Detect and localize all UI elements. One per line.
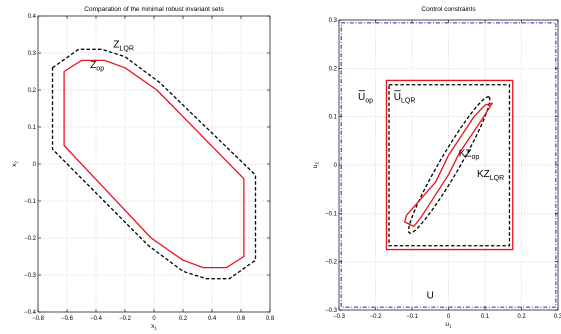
left-chart-y-axis-label: x2 — [11, 161, 19, 167]
right-x-tick-label: 0.2 — [517, 314, 526, 320]
left-x-tick-label: 0.8 — [266, 316, 275, 322]
right-annotation-2: KZop — [459, 148, 480, 161]
right-annotation-4: U — [427, 290, 434, 301]
left-x-tick-label: 0.2 — [179, 316, 188, 322]
left-chart-invariant-sets: Comparation of the minimal robust invari… — [11, 6, 275, 331]
left-y-tick-label: 0.2 — [28, 88, 37, 94]
right-series-4 — [404, 102, 493, 228]
left-y-tick-label: −0.1 — [24, 199, 37, 205]
right-chart-y-axis-label: u2 — [312, 161, 320, 168]
left-y-tick-label: −0.2 — [24, 236, 37, 242]
left-y-tick-label: −0.4 — [24, 310, 37, 316]
left-chart-annotations: ZLQR Zop — [90, 39, 134, 72]
left-chart-title: Comparation of the minimal robust invari… — [84, 6, 224, 13]
right-series-3 — [407, 96, 491, 234]
left-chart-x-axis-label: x1 — [151, 323, 157, 331]
right-y-tick-label: −0.3 — [325, 308, 338, 314]
left-y-tick-label: 0.3 — [28, 51, 37, 57]
right-annotation-0: Uop — [358, 92, 373, 105]
left-chart-grid — [38, 16, 270, 312]
right-y-tick-label: 0 — [334, 163, 338, 169]
right-chart-annotations: Uop ULQR KZop KZLQR U — [358, 90, 504, 301]
left-x-tick-label: 0.4 — [208, 316, 217, 322]
right-y-tick-label: 0.3 — [329, 18, 338, 24]
left-chart-ticks: −0.8 −0.6 −0.4 −0.2 0 0.2 0.4 0.6 0.8 −0.4 −0.3 −0.… — [24, 14, 275, 322]
left-y-tick-label: 0.4 — [28, 14, 37, 20]
right-series-1 — [385, 79, 514, 251]
left-x-tick-label: 0 — [152, 316, 156, 322]
left-y-tick-label: −0.3 — [24, 273, 37, 279]
right-chart-control-constraints: Control constraints −0.3 −0.2 −0.1 0 0.1 0.2 0… — [312, 6, 561, 329]
left-series-0 — [63, 59, 245, 269]
left-x-tick-label: −0.6 — [61, 316, 74, 322]
left-x-tick-label: −0.2 — [119, 316, 132, 322]
left-annotation-1: Zop — [90, 60, 104, 73]
left-chart-series — [51, 48, 257, 280]
right-x-tick-label: −0.3 — [333, 314, 346, 320]
left-series-1 — [51, 48, 257, 280]
right-series-2 — [388, 84, 511, 247]
left-annotation-0: ZLQR — [113, 39, 134, 52]
right-x-tick-label: −0.1 — [406, 314, 419, 320]
right-y-tick-label: −0.2 — [325, 260, 338, 266]
left-x-tick-label: −0.8 — [32, 316, 45, 322]
right-y-tick-label: 0.1 — [329, 115, 338, 121]
left-x-tick-label: 0.6 — [237, 316, 246, 322]
right-chart-title: Control constraints — [421, 6, 476, 13]
right-series-0 — [340, 22, 557, 308]
right-x-tick-label: −0.2 — [370, 314, 383, 320]
right-annotation-3: KZLQR — [477, 169, 504, 182]
right-x-tick-label: 0.1 — [481, 314, 490, 320]
left-y-tick-label: 0 — [33, 162, 37, 168]
right-chart-x-axis-label: u1 — [445, 321, 452, 329]
right-y-tick-label: −0.1 — [325, 211, 338, 217]
right-y-tick-label: 0.2 — [329, 66, 338, 72]
left-x-tick-label: −0.4 — [90, 316, 103, 322]
right-x-tick-label: 0.3 — [554, 314, 561, 320]
left-y-tick-label: 0.1 — [28, 125, 37, 131]
right-x-tick-label: 0 — [447, 314, 451, 320]
right-chart-grid — [339, 20, 558, 310]
right-chart-series — [340, 22, 557, 308]
right-annotation-1: ULQR — [394, 92, 416, 105]
right-chart-ticks: −0.3 −0.2 −0.1 0 0.1 0.2 0.3 −0.3 −0.2 −0.1 0 0.1 0.… — [325, 18, 561, 320]
